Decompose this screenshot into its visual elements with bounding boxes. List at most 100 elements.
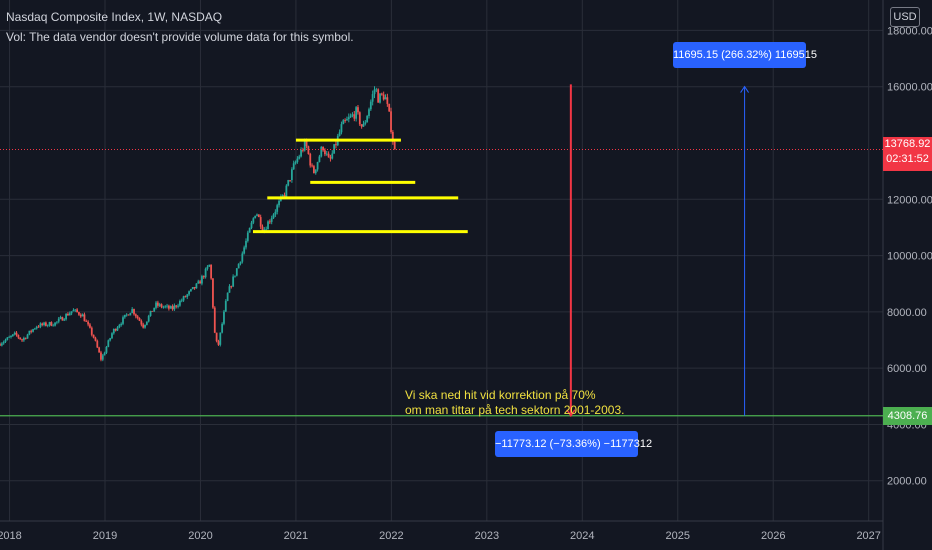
candle-body [147,315,150,322]
candle-body [78,312,80,315]
candle-body [340,124,343,133]
candle-body [237,263,240,269]
last-price-tag: 13768.92 02:31:52 [883,137,932,171]
candle-body [221,323,224,333]
candle-body [380,93,383,95]
last-price-value: 13768.92 [884,138,931,150]
chart-title: Nasdaq Composite Index, 1W, NASDAQ [6,10,223,24]
candle-body [116,327,119,331]
candle-body [171,306,174,310]
candle-body [122,317,124,324]
candle-body [278,200,280,206]
candle-body [250,222,253,228]
candle-body [217,341,220,345]
candle-body [257,214,260,218]
candle-body [248,227,251,233]
candle-body [65,313,67,320]
candle-body [347,117,350,120]
candle-body [325,153,328,155]
candle-body [98,347,101,353]
candle-body [313,166,315,174]
candle-body [76,309,79,313]
candle-body [167,305,170,309]
candle-body [298,156,301,159]
candle-body [384,97,387,100]
candle-body [140,320,143,325]
candle-body [252,218,255,223]
annotation-line-2: om man tittar på tech sektorn 2001-2003. [405,403,625,417]
candle-body [127,314,130,316]
candle-body [261,226,264,231]
currency-button[interactable]: USD [890,7,920,27]
candle-body [169,306,172,309]
candle-body [268,221,271,223]
candle-body [0,344,1,346]
candle-body [290,169,293,181]
candle-body [245,240,247,248]
candle-body [54,322,56,326]
candle-body [375,89,378,91]
candle-body [79,314,82,317]
candle-body [342,120,345,125]
candle-body [81,314,84,317]
candle-body [338,132,341,136]
x-tick-label: 2024 [570,530,594,542]
x-tick-label: 2026 [761,530,785,542]
candle-body [94,337,97,341]
candle-body [105,346,108,353]
candle-body [210,264,213,279]
candle-body [158,304,161,306]
candle-body [391,131,394,142]
candle-body [355,107,358,119]
candle-body [191,286,194,290]
candle-body [239,261,242,264]
candle-body [57,318,60,322]
candle-body [267,221,269,230]
candle-body [87,321,90,325]
candle-body [230,286,233,288]
candle-body [67,313,69,316]
candle-body [309,153,312,166]
candle-body [6,337,9,340]
candle-body [166,305,168,307]
candle-body [0,343,3,346]
candle-body [307,146,310,154]
candle-body [199,281,201,284]
candle-body [228,286,231,293]
candle-body [366,116,369,123]
candle-body [358,112,361,125]
candle-body [357,107,359,113]
candle-body [123,314,126,318]
candle-body [22,337,25,341]
candle-body [382,94,385,100]
candle-body [177,305,179,307]
candle-body [70,311,73,314]
candle-body [235,268,238,276]
candle-body [144,324,146,328]
candle-body [369,101,372,110]
candle-body [35,326,38,329]
candle-body [173,305,176,310]
candle-body [335,144,337,146]
candle-body [52,325,55,327]
candle-body [219,332,222,345]
candle-body [379,93,381,103]
candle-body [4,339,7,342]
candle-body [201,276,203,284]
candle-body [41,323,44,325]
candle-body [13,332,16,335]
candle-body [314,169,317,174]
y-tick-label: 6000.00 [887,363,927,375]
candle-body [56,321,58,323]
candle-body [208,264,211,267]
candle-body [241,253,244,262]
candle-body [180,300,183,302]
candle-body [160,304,163,308]
candle-body [324,150,326,155]
candle-body [155,302,157,308]
candle-body [33,328,36,330]
candle-body [232,276,235,287]
candle-body [136,316,139,319]
